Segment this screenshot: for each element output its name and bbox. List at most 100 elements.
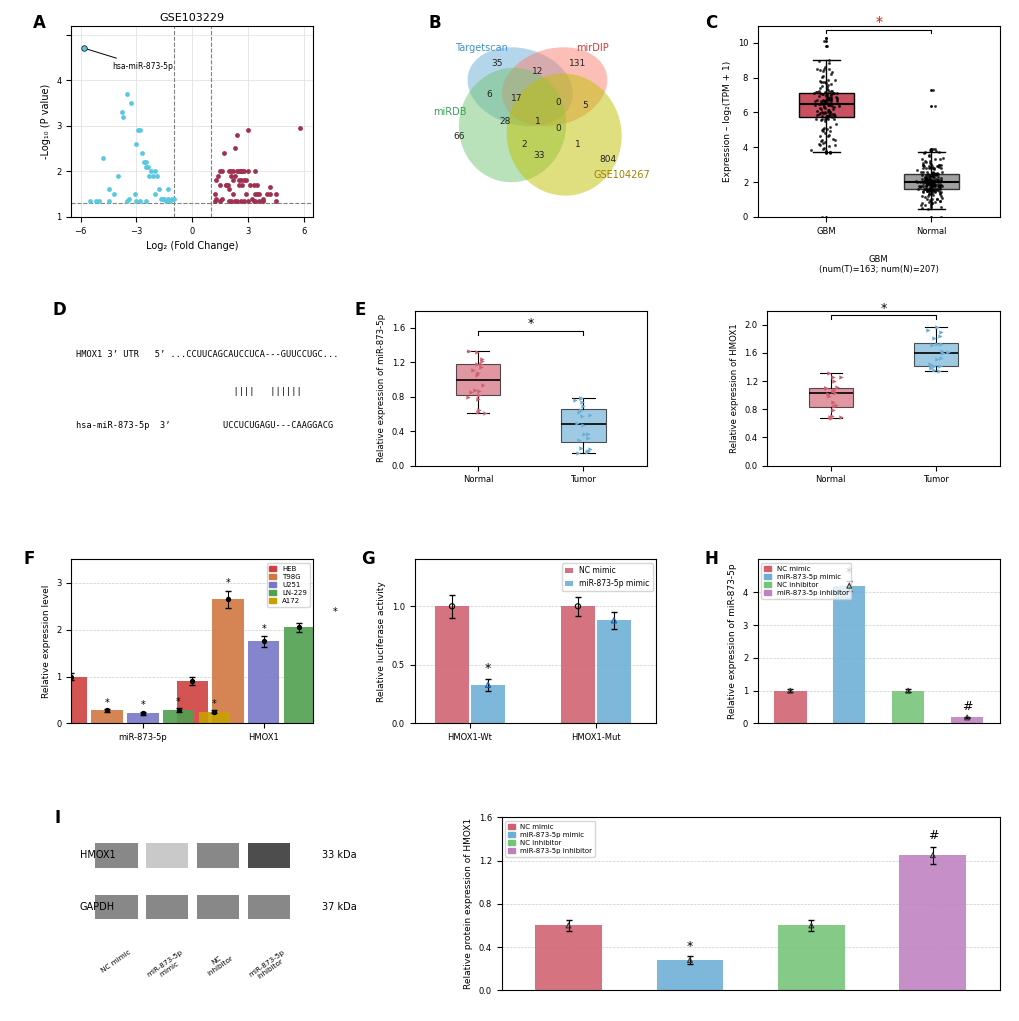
Point bbox=[913, 188, 929, 204]
Point bbox=[138, 158, 154, 175]
Point bbox=[236, 163, 253, 180]
Point bbox=[827, 115, 844, 132]
Point bbox=[811, 128, 827, 144]
Bar bbox=[146, 843, 189, 868]
Point bbox=[915, 174, 931, 190]
Point bbox=[810, 88, 826, 104]
Point bbox=[922, 358, 938, 375]
Point bbox=[818, 81, 835, 97]
Point bbox=[909, 181, 925, 197]
Point bbox=[251, 193, 267, 209]
Point bbox=[924, 176, 941, 192]
Point bbox=[922, 180, 938, 196]
Point bbox=[820, 107, 837, 124]
Text: 17: 17 bbox=[511, 94, 522, 103]
Point bbox=[821, 408, 838, 425]
Point bbox=[814, 92, 830, 108]
Point bbox=[924, 177, 941, 193]
Point bbox=[924, 183, 941, 199]
Point bbox=[63, 669, 79, 685]
Point bbox=[926, 165, 943, 182]
Bar bbox=[283, 627, 315, 724]
Point bbox=[916, 171, 932, 187]
Text: #: # bbox=[961, 700, 971, 714]
Point bbox=[816, 103, 833, 119]
Point bbox=[570, 444, 586, 460]
Point bbox=[816, 74, 833, 90]
Point bbox=[156, 190, 172, 206]
Point bbox=[920, 183, 936, 199]
Point bbox=[215, 145, 231, 161]
Point bbox=[927, 143, 944, 159]
PathPatch shape bbox=[798, 93, 853, 116]
Point bbox=[821, 83, 838, 99]
Point bbox=[932, 208, 949, 225]
Point bbox=[807, 110, 823, 127]
Point bbox=[219, 177, 235, 193]
Point bbox=[922, 176, 938, 192]
Point bbox=[916, 178, 932, 194]
Point bbox=[813, 86, 829, 102]
Point bbox=[925, 172, 942, 188]
Point bbox=[160, 190, 176, 206]
Y-axis label: -Log₁₀ (P value): -Log₁₀ (P value) bbox=[41, 84, 51, 159]
Point bbox=[925, 165, 942, 182]
Text: miR-873-5p
mimic: miR-873-5p mimic bbox=[146, 949, 189, 983]
Point bbox=[817, 94, 834, 110]
Point bbox=[816, 93, 833, 109]
Point bbox=[136, 154, 152, 171]
Point bbox=[924, 330, 941, 346]
Point bbox=[816, 105, 833, 121]
Point bbox=[931, 350, 948, 367]
Point bbox=[921, 359, 937, 376]
Point bbox=[821, 118, 838, 135]
Text: *: * bbox=[105, 697, 109, 708]
Point bbox=[258, 186, 274, 202]
Point bbox=[818, 90, 835, 106]
Point bbox=[918, 183, 934, 199]
Point bbox=[115, 108, 131, 125]
Point bbox=[122, 95, 139, 111]
Point bbox=[232, 193, 249, 209]
Point bbox=[832, 369, 848, 385]
Point bbox=[681, 952, 697, 968]
Point bbox=[572, 440, 588, 456]
Point bbox=[932, 190, 949, 206]
Point bbox=[927, 336, 944, 352]
Point bbox=[810, 53, 826, 69]
Point bbox=[931, 169, 948, 186]
Point bbox=[812, 95, 828, 111]
Point bbox=[929, 178, 946, 194]
Point bbox=[822, 89, 839, 105]
Point bbox=[819, 138, 836, 154]
Point bbox=[920, 171, 936, 187]
Point bbox=[813, 68, 829, 85]
Point bbox=[811, 95, 827, 111]
Point bbox=[926, 181, 943, 197]
Point bbox=[912, 163, 928, 180]
Bar bbox=[773, 690, 806, 724]
Point bbox=[910, 178, 926, 194]
Point bbox=[914, 157, 930, 174]
Point bbox=[914, 175, 930, 191]
Point bbox=[814, 135, 830, 151]
Point bbox=[930, 328, 947, 344]
Point bbox=[924, 181, 941, 197]
Point bbox=[920, 172, 936, 188]
Text: HMOX1: HMOX1 bbox=[79, 850, 115, 861]
Point bbox=[913, 151, 929, 167]
Point bbox=[138, 154, 154, 171]
Point bbox=[818, 38, 835, 54]
Point bbox=[100, 182, 116, 198]
Point bbox=[268, 186, 284, 202]
Point bbox=[823, 97, 840, 113]
Text: 1: 1 bbox=[534, 116, 540, 126]
Text: 804: 804 bbox=[599, 155, 616, 164]
Point bbox=[931, 175, 948, 191]
Point bbox=[813, 95, 829, 111]
Bar bbox=[535, 925, 601, 990]
Point bbox=[470, 402, 486, 419]
Text: *: * bbox=[225, 578, 230, 588]
Point bbox=[814, 61, 830, 78]
Point bbox=[818, 108, 835, 125]
